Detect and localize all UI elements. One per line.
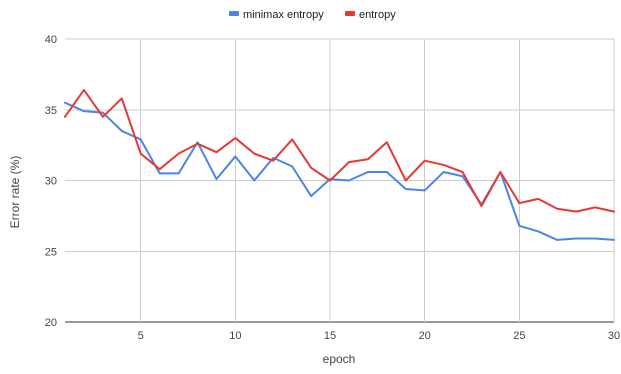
y-tick-labels: 20 25 30 35 40 [45,34,57,329]
y-axis-title: Error rate (%) [8,156,22,229]
legend-label: minimax entropy [243,9,324,21]
legend-swatch [229,11,239,16]
legend-item[interactable]: minimax entropy [229,9,324,21]
legend[interactable]: minimax entropy entropy [229,9,396,21]
y-tick-label: 20 [45,317,57,329]
y-tick-label: 35 [45,105,57,117]
x-tick-label: 10 [229,330,241,342]
x-tick-labels: 5 10 15 20 25 30 [138,330,620,342]
legend-item[interactable]: entropy [345,9,396,21]
x-tick-label: 25 [513,330,525,342]
x-axis-title: epoch [323,352,356,366]
series-lines [64,88,615,241]
y-tick-label: 25 [45,246,57,258]
y-tick-label: 30 [45,176,57,188]
x-tick-label: 5 [138,330,144,342]
legend-label: entropy [359,9,396,21]
x-tick-label: 15 [324,330,336,342]
grid-lines [65,38,615,323]
legend-swatch [345,11,355,16]
series-line-entropy [64,88,615,213]
x-tick-label: 30 [608,330,620,342]
x-tick-label: 20 [419,330,431,342]
y-tick-label: 40 [45,34,57,46]
